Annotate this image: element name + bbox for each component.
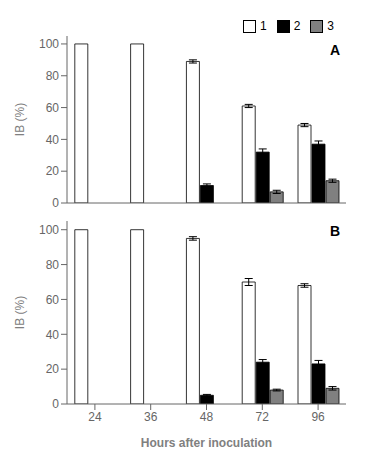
svg-text:80: 80 [46, 69, 60, 83]
svg-text:100: 100 [39, 223, 59, 237]
html-text:A: A [329, 42, 340, 58]
html-text:3: 3 [327, 19, 334, 33]
svg-text:100: 100 [39, 37, 59, 51]
svg-text:80: 80 [46, 258, 60, 272]
svg-text:0: 0 [52, 196, 59, 210]
svg-text:72: 72 [256, 410, 270, 424]
html-text:1: 1 [259, 19, 267, 33]
svg-text:20: 20 [46, 362, 60, 376]
svg-text:36: 36 [144, 410, 158, 424]
svg-text:40: 40 [46, 328, 60, 342]
svg-text:24: 24 [88, 410, 102, 424]
svg-text:96: 96 [311, 410, 325, 424]
svg-text:Hours after inoculation: Hours after inoculation [141, 436, 272, 450]
html-text:B: B [329, 223, 340, 239]
svg-text:IB (%): IB (%) [13, 296, 27, 329]
svg-text:60: 60 [46, 101, 60, 115]
svg-text:60: 60 [46, 293, 60, 307]
svg-text:20: 20 [46, 164, 60, 178]
svg-text:0: 0 [52, 397, 59, 411]
svg-text:40: 40 [46, 133, 60, 147]
html-text:2: 2 [293, 19, 301, 33]
svg-text:48: 48 [200, 410, 214, 424]
svg-text:IB (%): IB (%) [13, 103, 27, 136]
